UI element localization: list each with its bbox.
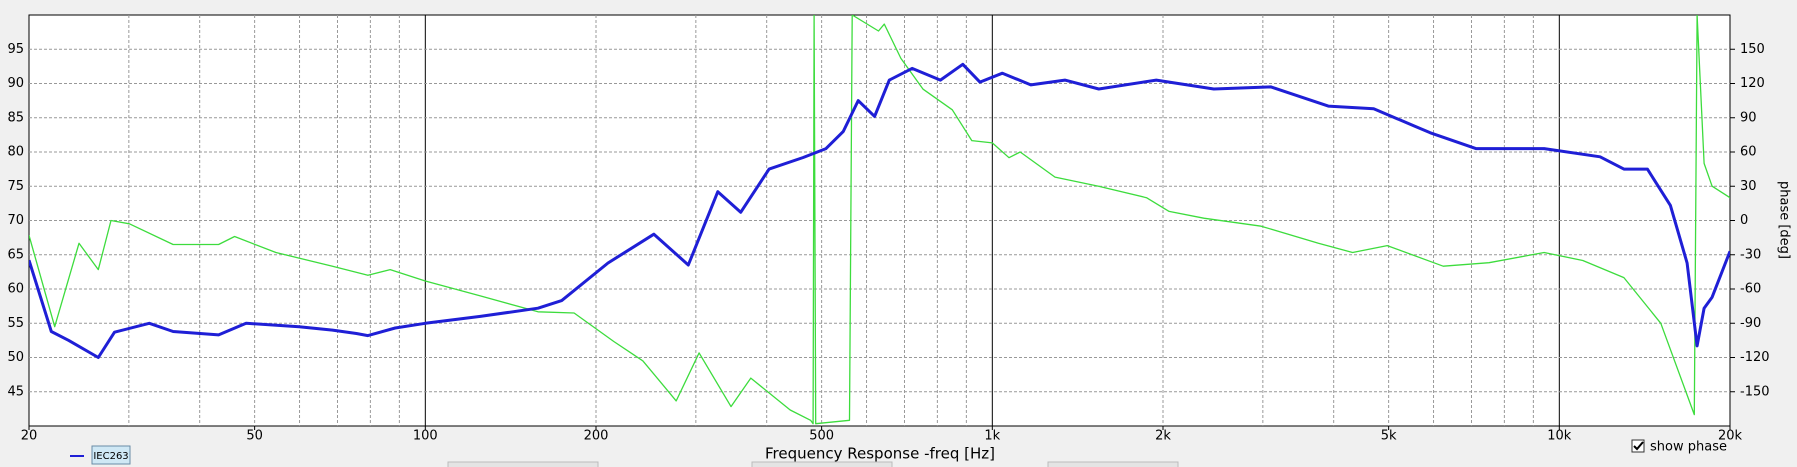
y2-tick-label: 60 <box>1740 145 1757 160</box>
x-tick-label: 200 <box>584 429 609 444</box>
y-tick-label: 60 <box>7 282 24 297</box>
grid <box>29 15 1730 426</box>
toolbar-piece <box>1047 461 1179 467</box>
legend-label: IEC263 <box>93 451 128 462</box>
series-line <box>29 62 1730 359</box>
y2-tick-label: 120 <box>1740 76 1765 91</box>
toolbar-piece <box>751 461 893 467</box>
y-tick-label: 55 <box>7 316 24 331</box>
show-phase-label[interactable]: show phase <box>1650 440 1727 455</box>
toolbar-piece <box>447 461 599 467</box>
x-tick-label: 20k <box>1718 429 1743 444</box>
x-tick-label: 50 <box>246 429 263 444</box>
y2-tick-label: 30 <box>1740 179 1757 194</box>
y-tick-label: 65 <box>7 247 24 262</box>
y2-tick-label: 90 <box>1740 110 1757 125</box>
y2-tick-label: -60 <box>1740 282 1761 297</box>
y2-tick-label: 150 <box>1740 42 1765 57</box>
x-tick-label: 1k <box>984 429 1000 444</box>
y-tick-label: 50 <box>7 350 24 365</box>
x-tick-label: 20 <box>21 429 38 444</box>
y2-axis-label: phase [deg] <box>1777 181 1792 259</box>
x-tick-label: 100 <box>413 429 438 444</box>
x-axis-label: Frequency Response -freq [Hz] <box>765 445 995 463</box>
series-line <box>29 15 1730 425</box>
x-tick-label: 5k <box>1381 429 1397 444</box>
y2-tick-label: -90 <box>1740 316 1761 331</box>
y-tick-label: 75 <box>7 179 24 194</box>
legend-box <box>91 445 131 465</box>
x-tick-label: 500 <box>809 429 834 444</box>
y2-tick-label: -150 <box>1740 384 1770 399</box>
checkmark <box>1633 441 1644 451</box>
y-tick-label: 85 <box>7 110 24 125</box>
y-tick-label: 95 <box>7 42 24 57</box>
x-tick-label: 10k <box>1547 429 1572 444</box>
y2-tick-label: -120 <box>1740 350 1770 365</box>
y2-tick-label: 0 <box>1740 213 1748 228</box>
y-tick-label: 80 <box>7 145 24 160</box>
y-tick-label: 70 <box>7 213 24 228</box>
x-tick-label: 2k <box>1155 429 1171 444</box>
y2-tick-label: -30 <box>1740 247 1761 262</box>
y-tick-label: 90 <box>7 76 24 91</box>
y-tick-label: 45 <box>7 384 24 399</box>
